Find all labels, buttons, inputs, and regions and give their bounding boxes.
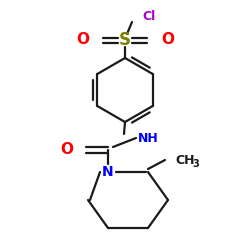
Text: CH: CH: [175, 154, 195, 166]
Text: O: O: [76, 32, 89, 48]
Text: Cl: Cl: [142, 10, 155, 22]
Text: O: O: [60, 142, 73, 158]
Text: 3: 3: [192, 159, 199, 169]
Text: O: O: [161, 32, 174, 48]
Text: NH: NH: [138, 132, 159, 144]
Text: S: S: [119, 31, 131, 49]
Text: N: N: [102, 165, 114, 179]
